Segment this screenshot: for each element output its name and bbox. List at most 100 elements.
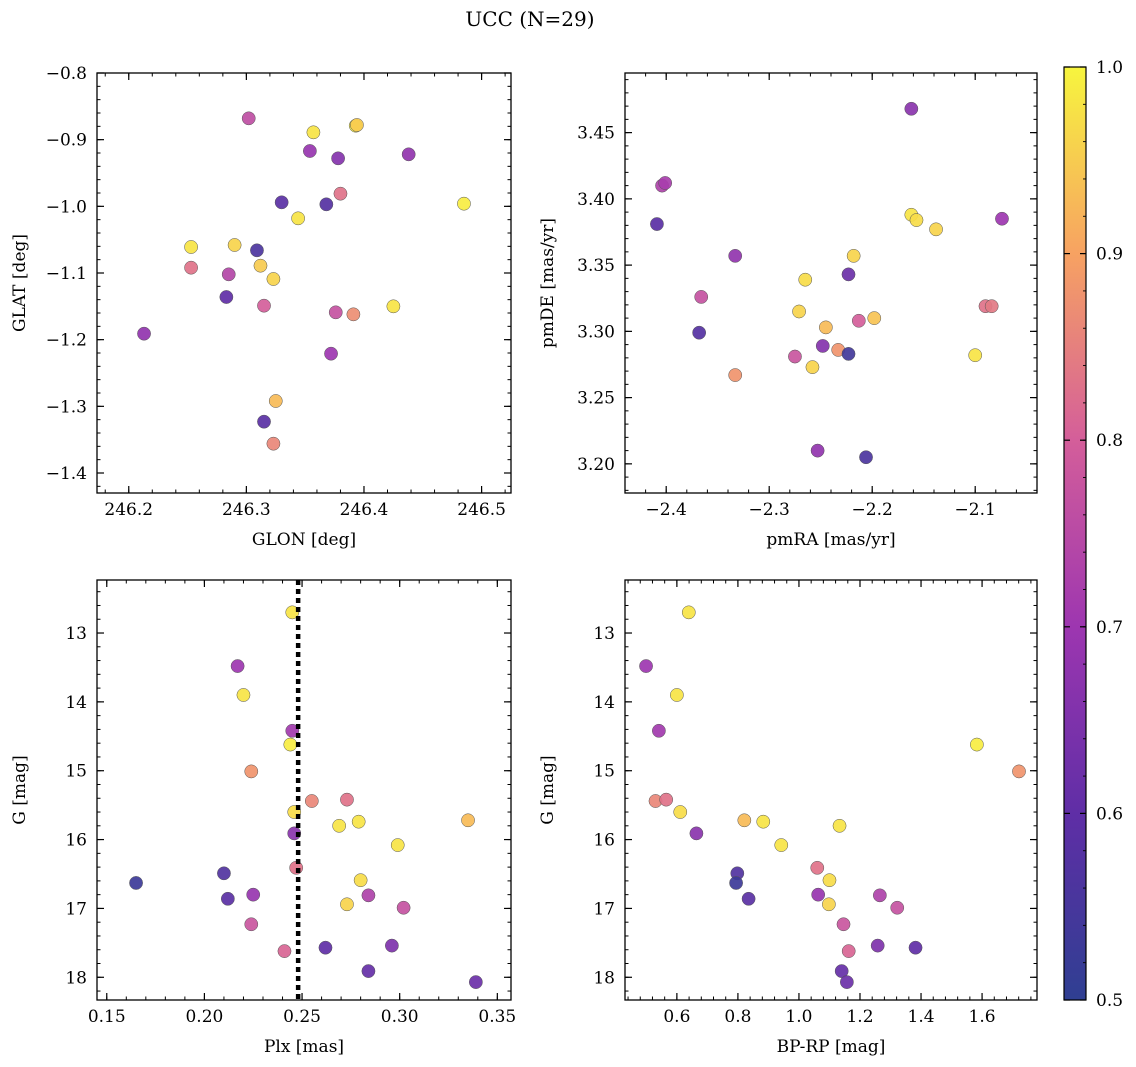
data-point bbox=[285, 605, 300, 620]
data-point bbox=[250, 243, 264, 258]
data-point bbox=[890, 900, 905, 915]
y-tick-label: 17 bbox=[593, 899, 615, 919]
colorbar-tick-label: 0.5 bbox=[1096, 991, 1123, 1011]
y-tick-label: 13 bbox=[65, 624, 87, 644]
plot-frame bbox=[624, 579, 1038, 1001]
data-point bbox=[908, 940, 923, 955]
y-tick-label: 3.45 bbox=[577, 124, 615, 144]
y-axis-label: G [mag] bbox=[538, 755, 558, 824]
data-point bbox=[303, 144, 317, 158]
data-point bbox=[244, 917, 259, 932]
x-tick-label: 246.2 bbox=[104, 500, 153, 520]
y-tick-label: 17 bbox=[65, 899, 87, 919]
y-tick-label: 15 bbox=[593, 762, 615, 782]
plot-frame bbox=[624, 72, 1038, 494]
x-tick-label: 0.30 bbox=[381, 1007, 419, 1027]
x-tick-label: 1.4 bbox=[908, 1007, 935, 1027]
data-point bbox=[277, 944, 292, 958]
data-point bbox=[984, 299, 999, 314]
y-tick-label: 3.30 bbox=[577, 322, 615, 342]
y-tick-label: −0.8 bbox=[46, 64, 87, 84]
data-point bbox=[904, 101, 919, 116]
data-point bbox=[815, 339, 830, 353]
y-tick-label: −0.9 bbox=[46, 131, 87, 151]
y-tick-label: 18 bbox=[65, 968, 87, 988]
data-point bbox=[340, 897, 354, 912]
data-point bbox=[220, 891, 235, 906]
x-axis-label: pmRA [mas/yr] bbox=[766, 530, 895, 550]
data-point bbox=[257, 298, 271, 313]
data-point bbox=[658, 176, 673, 190]
panel-1: 246.2 246.3 246.4 246.5 −0.8 −0.9 −1.0 −1.1 −1.2… bbox=[10, 64, 512, 550]
data-point bbox=[306, 125, 321, 140]
data-point bbox=[217, 866, 231, 881]
data-point bbox=[304, 794, 319, 808]
data-point bbox=[798, 272, 813, 287]
panel-4: 0.6 0.8 1.0 1.2 1.4 1.6 13 14 15 16 17 18 BP-RP [mag… bbox=[538, 579, 1038, 1057]
y-axis-label: GLAT [deg] bbox=[10, 234, 30, 332]
data-point bbox=[728, 368, 743, 382]
data-point bbox=[836, 917, 851, 932]
x-tick-label: −2.2 bbox=[852, 500, 893, 520]
data-point bbox=[659, 792, 674, 807]
data-point bbox=[346, 307, 361, 322]
data-point bbox=[331, 151, 345, 166]
x-tick-label: −2.4 bbox=[646, 500, 687, 520]
y-tick-label: 3.20 bbox=[577, 455, 615, 475]
data-point bbox=[652, 723, 666, 738]
data-point bbox=[1012, 764, 1026, 779]
data-point bbox=[639, 659, 653, 673]
data-point bbox=[870, 938, 885, 953]
panel-2: −2.4 −2.3 −2.2 −2.1 3.20 3.25 3.30 3.35 3.40 3.45… bbox=[538, 72, 1038, 550]
data-point bbox=[361, 888, 376, 903]
x-tick-label: 0.35 bbox=[478, 1007, 516, 1027]
data-point bbox=[689, 826, 704, 841]
data-point bbox=[859, 450, 873, 465]
data-point bbox=[872, 888, 887, 903]
data-point bbox=[468, 975, 483, 989]
data-point bbox=[737, 813, 752, 828]
y-tick-label: 3.25 bbox=[577, 389, 615, 409]
data-point bbox=[650, 217, 664, 231]
y-tick-label: 13 bbox=[593, 624, 615, 644]
data-point bbox=[846, 248, 861, 263]
plot-frame bbox=[96, 579, 512, 1001]
data-point bbox=[246, 887, 261, 902]
x-axis-label: BP-RP [mag] bbox=[777, 1037, 886, 1057]
data-point bbox=[692, 325, 707, 340]
x-tick-label: 246.3 bbox=[222, 500, 271, 520]
data-point bbox=[230, 659, 245, 673]
data-point bbox=[841, 267, 856, 282]
x-tick-label: 0.25 bbox=[283, 1007, 321, 1027]
y-tick-label: −1.3 bbox=[46, 397, 87, 417]
data-point bbox=[741, 891, 756, 906]
y-tick-label: 16 bbox=[65, 831, 87, 851]
data-point bbox=[867, 311, 882, 325]
x-tick-label: 0.20 bbox=[185, 1007, 223, 1027]
data-point bbox=[266, 436, 281, 451]
y-tick-label: −1.4 bbox=[46, 464, 87, 484]
data-point bbox=[332, 818, 347, 833]
colorbar-tick-label: 0.6 bbox=[1096, 804, 1123, 824]
data-point bbox=[401, 147, 416, 162]
data-point bbox=[673, 805, 688, 819]
x-tick-label: 246.5 bbox=[457, 500, 506, 520]
data-point bbox=[774, 838, 789, 852]
data-point bbox=[805, 360, 820, 374]
y-tick-label: 18 bbox=[593, 968, 615, 988]
data-point bbox=[756, 814, 771, 829]
data-point bbox=[811, 887, 826, 902]
data-point bbox=[219, 290, 234, 304]
y-tick-label: 15 bbox=[65, 762, 87, 782]
colorbar: 0.5 0.6 0.7 0.8 0.9 1.0 bbox=[1063, 58, 1123, 1011]
data-point bbox=[385, 938, 399, 953]
panel-3: 0.15 0.20 0.25 0.30 0.35 13 14 15 16 17 18 Plx [mas… bbox=[10, 579, 516, 1057]
data-point bbox=[221, 267, 236, 282]
colorbar-tick-label: 0.7 bbox=[1096, 618, 1123, 638]
colorbar-gradient bbox=[1063, 66, 1087, 1001]
x-tick-label: 0.15 bbox=[88, 1007, 126, 1027]
x-tick-label: 0.8 bbox=[724, 1007, 751, 1027]
data-point bbox=[319, 197, 334, 212]
data-point bbox=[457, 196, 471, 211]
data-point bbox=[351, 814, 366, 829]
